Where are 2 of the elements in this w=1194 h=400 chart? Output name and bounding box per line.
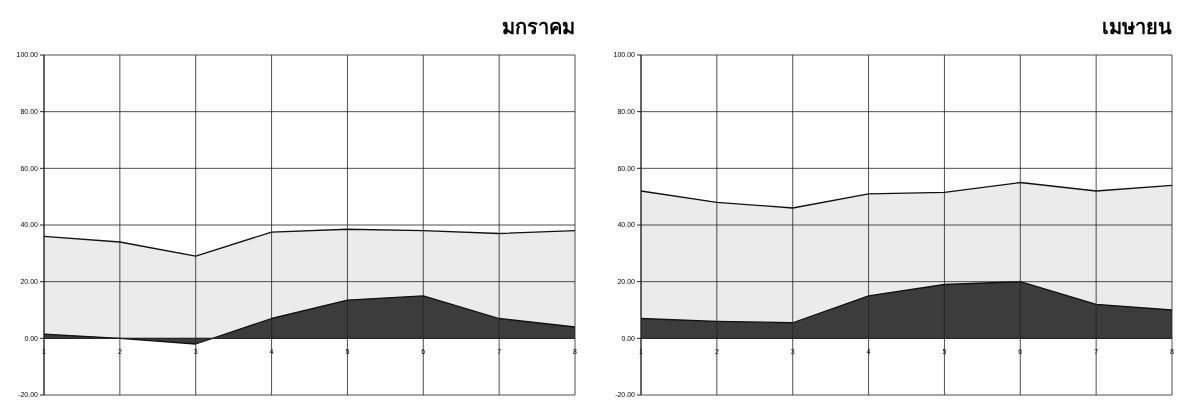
chart-title: เมษายน <box>1102 15 1172 39</box>
chart-title: มกราคม <box>502 15 575 39</box>
